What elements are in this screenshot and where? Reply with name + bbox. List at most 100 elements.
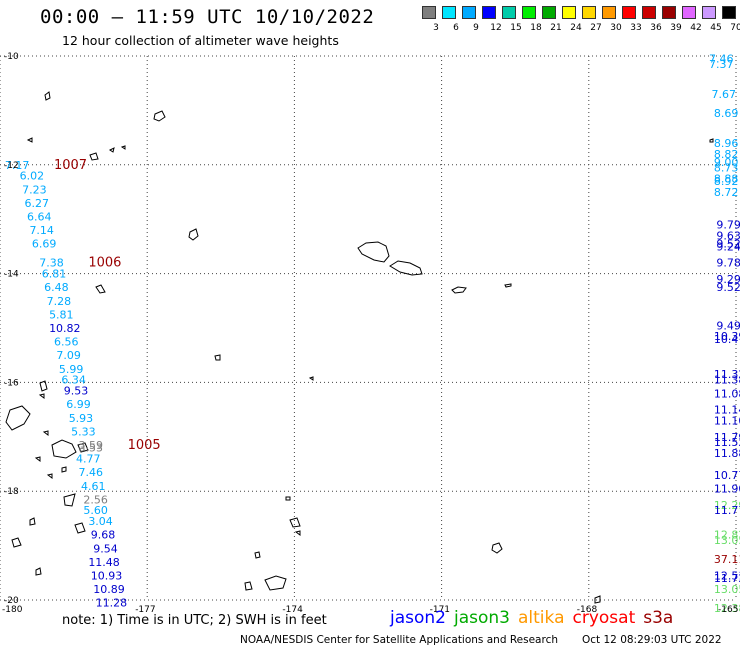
observation-time-label: 1005 — [128, 438, 161, 453]
wave-height-label: 10.82 — [49, 322, 81, 335]
longitude-tick-label: -174 — [282, 605, 303, 615]
satellite-legend: jason2 jason3 altika cryosat s3a — [390, 608, 681, 628]
observation-time-label: 1007 — [54, 158, 87, 173]
legend-swatch — [622, 6, 636, 19]
island-minerva — [594, 595, 601, 604]
island-fiji-e2 — [42, 430, 49, 436]
longitude-tick-label: -171 — [430, 605, 450, 615]
wave-height-label: 6.81 — [42, 268, 67, 281]
island-futuna — [95, 284, 106, 294]
wave-height-label: 4.77 — [76, 453, 101, 466]
wave-height-label: 11.10 — [714, 414, 740, 427]
wave-height-label: 9.00 — [714, 156, 739, 169]
wave-height-label: 12.38 — [714, 602, 740, 615]
wave-height-label: 6.69 — [32, 238, 57, 251]
credit-timestamp: Oct 12 08:29:03 UTC 2022 — [582, 634, 722, 646]
wave-height-label: 9.78 — [716, 257, 740, 270]
wave-height-label: 12.29 — [714, 499, 740, 512]
wave-height-label: 11.90 — [714, 482, 740, 495]
satellite-name: altika — [518, 608, 565, 628]
wave-height-label: 7.09 — [56, 349, 81, 362]
island-taveuni — [39, 380, 48, 392]
wave-height-label: 6.27 — [25, 197, 50, 210]
island-tutuila — [451, 286, 467, 294]
latitude-tick-label: -14 — [4, 270, 19, 280]
latitude-tick-label: -20 — [4, 596, 19, 606]
legend-label: 36 — [650, 23, 662, 33]
legend-swatch — [642, 6, 656, 19]
island-fiji-e5 — [294, 530, 301, 536]
island-lau-2 — [61, 466, 67, 473]
wave-height-label: 37.11 — [714, 553, 740, 566]
wave-height-label: 8.96 — [714, 137, 739, 150]
longitude-tick-label: -177 — [135, 605, 155, 615]
legend-swatch — [662, 6, 676, 19]
wave-height-label: 13.05 — [714, 534, 740, 547]
wave-height-label: 7.38 — [39, 257, 64, 270]
wave-height-label: 6.02 — [20, 170, 45, 183]
island-wallis — [188, 228, 199, 241]
page-title: 00:00 – 11:59 UTC 10/10/2022 — [40, 6, 375, 28]
wave-height-label: 11.28 — [96, 597, 128, 610]
island-fiji-nnn — [120, 145, 126, 150]
legend-swatch — [702, 6, 716, 19]
legend-label: 27 — [590, 23, 602, 33]
legend-label: 15 — [510, 23, 522, 33]
wave-height-label: 9.68 — [91, 529, 116, 542]
legend-label: 24 — [570, 23, 582, 33]
legend-label: 30 — [610, 23, 622, 33]
wave-height-label: 13.05 — [714, 583, 740, 596]
wave-height-label: 6.48 — [44, 281, 69, 294]
wave-height-label: 9.53 — [64, 385, 89, 398]
wave-height-label: 7.17 — [5, 159, 30, 172]
satellite-name: jason3 — [454, 608, 510, 628]
wave-height-label: 10.77 — [714, 469, 740, 482]
island-tonga-3 — [254, 551, 261, 559]
legend-label: 42 — [690, 23, 702, 33]
wave-height-label: 2.56 — [83, 493, 108, 506]
wave-height-label: 11.52 — [714, 436, 740, 449]
island-fiji-s — [29, 517, 36, 526]
wave-height-label: 8.73 — [714, 162, 739, 175]
wave-height-label: 11.14 — [714, 404, 740, 417]
credit-text: NOAA/NESDIS Center for Satellite Applica… — [240, 634, 558, 646]
legend-label: 70 — [730, 23, 740, 33]
observations-layer: 7.467.37064106417.678.698.968.829.008.73… — [5, 53, 740, 615]
map-grid — [0, 55, 737, 601]
legend-swatch — [582, 6, 596, 19]
wave-height-label: 6.64 — [27, 210, 51, 223]
island-small-2 — [89, 152, 99, 161]
wave-height-label: 6.99 — [66, 398, 91, 411]
wave-height-label: 3.53 — [79, 442, 104, 455]
island-small-1 — [44, 91, 51, 101]
axis-tick-labels: -10 -12 -14 -16 -18 -20-180 -177 -174 -171 -168 -1… — [2, 52, 738, 615]
legend-label: 21 — [550, 23, 562, 33]
island-vanua-levu — [5, 405, 31, 431]
island-swains — [709, 138, 714, 143]
wave-height-label: 6.56 — [54, 336, 78, 349]
wave-height-label: 7.46 — [79, 466, 104, 479]
island-rotuma — [153, 110, 166, 122]
wave-height-label: 11.32 — [714, 368, 740, 381]
legend-label: 45 — [710, 23, 722, 33]
wave-height-label: 9.79 — [716, 219, 740, 232]
wave-height-label: 11.79 — [714, 431, 740, 444]
wave-height-label: 10.47 — [714, 333, 740, 346]
wave-height-label: 9.29 — [716, 273, 740, 286]
wave-height-label: 10.39 — [714, 330, 740, 343]
wave-height-label: 9.54 — [93, 542, 118, 555]
island-fiji-e6 — [308, 376, 314, 381]
satellite-name: cryosat — [572, 608, 636, 628]
island-savaii — [357, 241, 390, 263]
wave-height-label: 9.49 — [716, 319, 740, 332]
wave-height-label: 7.67 — [711, 88, 736, 101]
wave-height-label: 9.52 — [716, 238, 740, 251]
wave-height-label: 7.14 — [29, 224, 54, 237]
wave-height-label: 8.92 — [714, 175, 739, 188]
wave-height-label: 9.24 — [716, 240, 740, 253]
wave-height-label: 11.38 — [714, 374, 740, 387]
island-tongatapu — [264, 575, 287, 591]
legend-swatch — [562, 6, 576, 19]
wave-height-label: 9.63 — [716, 230, 740, 243]
island-tonga-4 — [285, 496, 291, 501]
